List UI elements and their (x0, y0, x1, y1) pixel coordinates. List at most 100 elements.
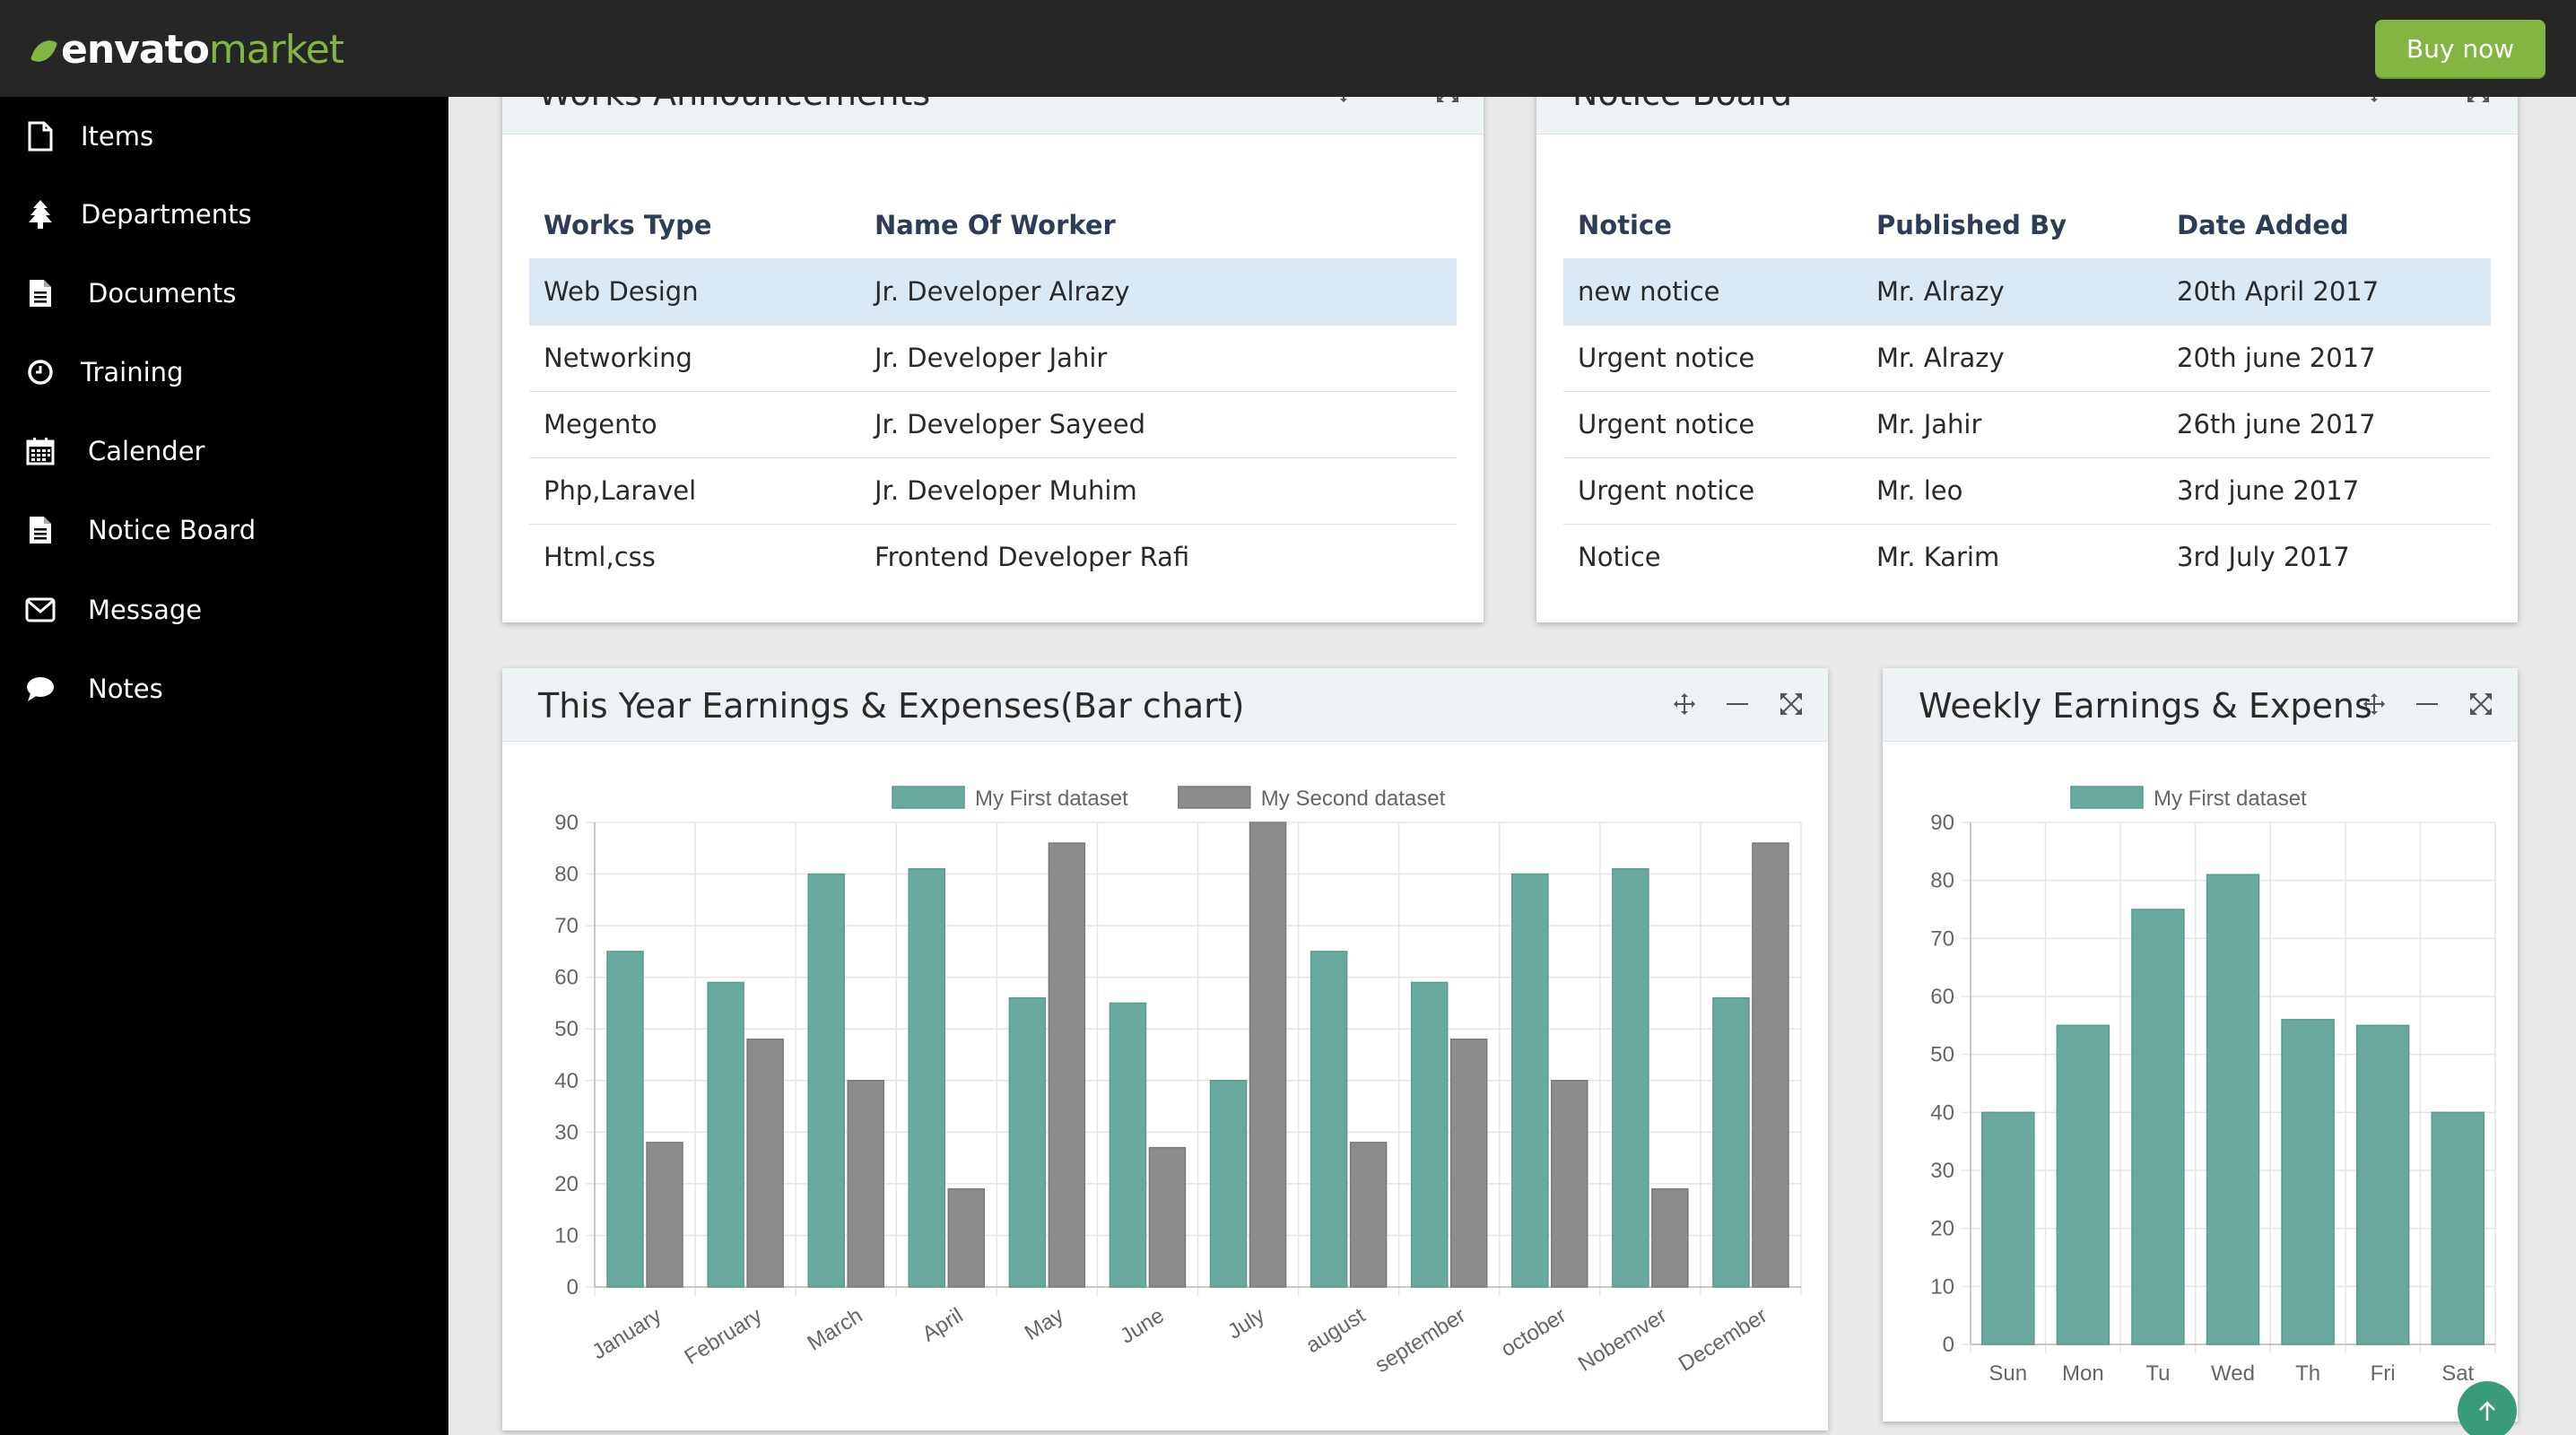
sidebar-item-message[interactable]: Message (0, 574, 448, 646)
sidebar: Items Departments Documents Training Cal… (0, 97, 448, 1435)
x-tick-label: Sat (2441, 1361, 2474, 1386)
legend-label: My First dataset (975, 787, 1128, 811)
bar (847, 1080, 884, 1288)
y-tick-label: 90 (554, 811, 579, 835)
column-header: Name Of Worker (875, 209, 1116, 240)
column-header: Works Type (544, 209, 712, 240)
column-header: Date Added (2177, 209, 2349, 240)
bar (1981, 1111, 2035, 1345)
table-row[interactable]: Urgent notice Mr. Alrazy 20th june 2017 (1563, 324, 2491, 391)
table-cell: Urgent notice (1563, 457, 1862, 524)
buy-now-button[interactable]: Buy now (2375, 20, 2546, 77)
x-tick-label: Wed (2211, 1361, 2255, 1386)
minimize-icon[interactable] (2409, 686, 2445, 722)
envato-logo[interactable]: envato market (30, 25, 344, 74)
x-tick-label: February (681, 1303, 767, 1370)
table-cell: Urgent notice (1563, 324, 1862, 391)
y-tick-label: 10 (554, 1223, 579, 1248)
bar (2431, 1111, 2485, 1345)
notice-table: Notice Published By Date Added new notic… (1563, 192, 2491, 590)
x-tick-label: June (1116, 1303, 1168, 1348)
yearly-bar-chart: 0 10 20 30 40 50 60 70 80 90 January February March A… (554, 786, 1802, 1378)
table-row[interactable]: Networking Jr. Developer Jahir (529, 324, 1457, 391)
bar (807, 873, 845, 1288)
x-tick-label: January (587, 1303, 666, 1364)
bar (1612, 868, 1649, 1288)
sidebar-item-calender[interactable]: Calender (0, 415, 448, 487)
table-row[interactable]: Php,Laravel Jr. Developer Muhim (529, 457, 1457, 524)
legend-swatch (892, 786, 965, 809)
table-cell: Jr. Developer Muhim (860, 457, 1457, 524)
sidebar-item-documents[interactable]: Documents (0, 257, 448, 329)
table-cell: Php,Laravel (529, 457, 860, 524)
logo-text-market: market (208, 26, 344, 73)
expand-icon[interactable] (2463, 686, 2499, 722)
column-header: Published By (1876, 209, 2067, 240)
y-tick-label: 80 (554, 863, 579, 887)
bar (1048, 842, 1086, 1288)
table-header-row: Notice Published By Date Added (1563, 192, 2491, 258)
column-header: Notice (1578, 209, 1672, 240)
minimize-icon[interactable] (1719, 686, 1755, 722)
sidebar-item-training[interactable]: Training (0, 336, 448, 408)
legend-swatch (1178, 786, 1251, 809)
bar (947, 1187, 986, 1288)
document-icon (25, 278, 56, 309)
panel-title: This Year Earnings & Expenses(Bar chart) (538, 686, 1245, 726)
table-row[interactable]: new notice Mr. Alrazy 20th April 2017 (1563, 257, 2491, 325)
bar (2131, 909, 2185, 1345)
legend-label: My Second dataset (1261, 787, 1446, 811)
expand-icon[interactable] (1773, 686, 1809, 722)
bar (1752, 842, 1789, 1288)
yearly-earnings-panel: This Year Earnings & Expenses(Bar chart)… (502, 668, 1828, 1431)
scroll-to-top-button[interactable] (2458, 1381, 2517, 1435)
bar (1148, 1146, 1187, 1288)
bar (1310, 951, 1348, 1288)
legend-swatch (2070, 786, 2144, 809)
table-cell: 20th june 2017 (2163, 324, 2491, 391)
move-icon[interactable] (2356, 686, 2392, 722)
bar (746, 1038, 784, 1288)
bar (908, 868, 946, 1288)
bar (1209, 1080, 1248, 1288)
table-row[interactable]: Megento Jr. Developer Sayeed (529, 390, 1457, 457)
bar (2206, 874, 2260, 1345)
sidebar-item-label: Notice Board (88, 515, 257, 545)
x-tick-label: July (1223, 1303, 1269, 1344)
move-icon[interactable] (1667, 686, 1702, 722)
weekly-earnings-panel: Weekly Earnings & Expens 0 10 20 30 40 50 60 70… (1883, 668, 2518, 1422)
y-tick-label: 60 (1930, 985, 1954, 1009)
bar (1651, 1187, 1689, 1288)
sidebar-item-notes[interactable]: Notes (0, 653, 448, 725)
sidebar-item-notice-board[interactable]: Notice Board (0, 494, 448, 566)
table-row[interactable]: Notice Mr. Karim 3rd July 2017 (1563, 523, 2491, 590)
table-row[interactable]: Urgent notice Mr. leo 3rd june 2017 (1563, 457, 2491, 524)
sidebar-item-items[interactable]: Items (0, 100, 448, 172)
arrow-up-icon (2479, 1401, 2495, 1421)
bar (1349, 1142, 1388, 1288)
sidebar-item-departments[interactable]: Departments (0, 178, 448, 250)
table-row[interactable]: Web Design Jr. Developer Alrazy (529, 257, 1457, 325)
table-cell: Mr. leo (1862, 457, 2163, 524)
table-cell: Notice (1563, 523, 1862, 590)
panel-header: This Year Earnings & Expenses(Bar chart) (502, 668, 1828, 742)
y-tick-label: 20 (1930, 1217, 1954, 1241)
table-row[interactable]: Html,css Frontend Developer Rafi (529, 523, 1457, 590)
table-cell: 26th june 2017 (2163, 390, 2491, 457)
y-tick-label: 60 (554, 966, 579, 990)
table-cell: 20th April 2017 (2163, 257, 2491, 325)
y-tick-label: 50 (1930, 1043, 1954, 1067)
sidebar-item-label: Message (88, 595, 203, 625)
x-tick-label: December (1675, 1303, 1771, 1377)
x-tick-label: March (804, 1303, 867, 1355)
table-cell: Mr. Karim (1862, 523, 2163, 590)
calendar-icon (25, 436, 56, 466)
y-tick-label: 30 (1930, 1159, 1954, 1183)
y-tick-label: 10 (1930, 1274, 1954, 1299)
tree-icon (25, 199, 56, 230)
x-tick-label: Fri (2371, 1361, 2396, 1386)
y-tick-label: 70 (554, 914, 579, 938)
table-row[interactable]: Urgent notice Mr. Jahir 26th june 2017 (1563, 390, 2491, 457)
sidebar-item-label: Notes (88, 674, 163, 704)
table-cell: Jr. Developer Alrazy (860, 257, 1457, 325)
